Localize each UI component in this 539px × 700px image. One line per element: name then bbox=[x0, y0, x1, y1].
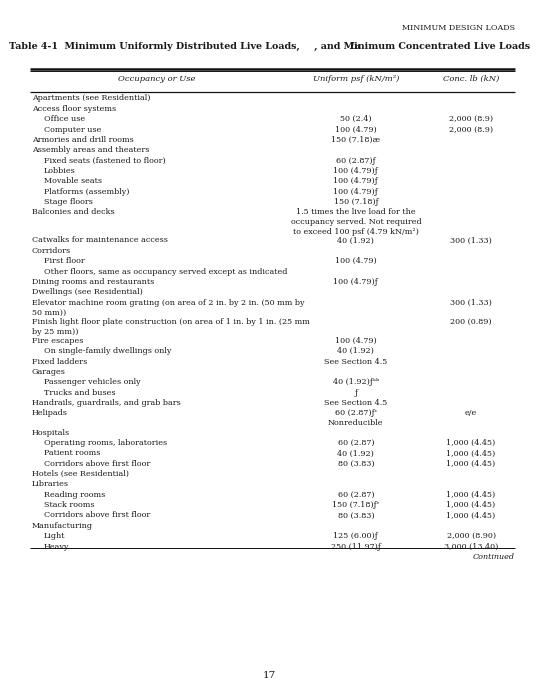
Text: 40 (1.92)ƒᵃᵇ: 40 (1.92)ƒᵃᵇ bbox=[333, 379, 379, 386]
Text: Continued: Continued bbox=[473, 553, 515, 561]
Text: Catwalks for maintenance access: Catwalks for maintenance access bbox=[32, 237, 168, 244]
Text: 2,000 (8.9): 2,000 (8.9) bbox=[449, 125, 493, 134]
Text: Platforms (assembly): Platforms (assembly) bbox=[44, 188, 129, 196]
Text: 3,000 (13.40): 3,000 (13.40) bbox=[444, 542, 498, 551]
Text: 300 (1.33): 300 (1.33) bbox=[450, 237, 492, 244]
Text: 1,000 (4.45): 1,000 (4.45) bbox=[446, 491, 496, 499]
Text: 125 (6.00)ƒ: 125 (6.00)ƒ bbox=[334, 532, 378, 540]
Text: Apartments (see Residential): Apartments (see Residential) bbox=[32, 94, 150, 102]
Text: o: o bbox=[355, 43, 360, 51]
Text: Stack rooms: Stack rooms bbox=[44, 501, 94, 509]
Text: 2,000 (8.9): 2,000 (8.9) bbox=[449, 116, 493, 123]
Text: 100 (4.79): 100 (4.79) bbox=[335, 257, 377, 265]
Text: 150 (7.18)ƒ: 150 (7.18)ƒ bbox=[334, 198, 378, 206]
Text: Operating rooms, laboratories: Operating rooms, laboratories bbox=[44, 439, 167, 447]
Text: 40 (1.92): 40 (1.92) bbox=[337, 449, 374, 457]
Text: 100 (4.79): 100 (4.79) bbox=[335, 125, 377, 134]
Text: Table 4-1  Minimum Uniformly Distributed Live Loads,       , and Minimum Concent: Table 4-1 Minimum Uniformly Distributed … bbox=[9, 42, 530, 51]
Text: Libraries: Libraries bbox=[32, 480, 69, 489]
Text: Lobbies: Lobbies bbox=[44, 167, 75, 175]
Text: Balconies and decks: Balconies and decks bbox=[32, 209, 114, 216]
Text: 1,000 (4.45): 1,000 (4.45) bbox=[446, 501, 496, 509]
Text: Manufacturing: Manufacturing bbox=[32, 522, 93, 530]
Text: Movable seats: Movable seats bbox=[44, 177, 102, 186]
Text: 60 (2.87)ƒᶜ
Nonreducible: 60 (2.87)ƒᶜ Nonreducible bbox=[328, 410, 384, 427]
Text: Patient rooms: Patient rooms bbox=[44, 449, 100, 457]
Text: e/e: e/e bbox=[465, 410, 477, 417]
Text: 80 (3.83): 80 (3.83) bbox=[337, 460, 374, 468]
Text: Trucks and buses: Trucks and buses bbox=[44, 389, 115, 397]
Text: 1,000 (4.45): 1,000 (4.45) bbox=[446, 439, 496, 447]
Text: 60 (2.87): 60 (2.87) bbox=[337, 439, 374, 447]
Text: 40 (1.92): 40 (1.92) bbox=[337, 237, 374, 244]
Text: 1,000 (4.45): 1,000 (4.45) bbox=[446, 512, 496, 519]
Text: 17: 17 bbox=[263, 671, 276, 680]
Text: On single-family dwellings only: On single-family dwellings only bbox=[44, 347, 171, 356]
Text: See Section 4.5: See Section 4.5 bbox=[324, 399, 388, 407]
Text: Fixed ladders: Fixed ladders bbox=[32, 358, 87, 365]
Text: Fixed seats (fastened to floor): Fixed seats (fastened to floor) bbox=[44, 157, 165, 164]
Text: Helipads: Helipads bbox=[32, 410, 68, 417]
Text: Dwellings (see Residential): Dwellings (see Residential) bbox=[32, 288, 143, 296]
Text: 1,000 (4.45): 1,000 (4.45) bbox=[446, 460, 496, 468]
Text: Conc. lb (kN): Conc. lb (kN) bbox=[443, 75, 499, 83]
Text: Corridors above first floor: Corridors above first floor bbox=[44, 460, 150, 468]
Text: Garages: Garages bbox=[32, 368, 66, 376]
Text: Hotels (see Residential): Hotels (see Residential) bbox=[32, 470, 129, 478]
Text: 100 (4.79): 100 (4.79) bbox=[335, 337, 377, 345]
Text: 1,000 (4.45): 1,000 (4.45) bbox=[446, 449, 496, 457]
Text: 80 (3.83): 80 (3.83) bbox=[337, 512, 374, 519]
Text: Light: Light bbox=[44, 532, 65, 540]
Text: 2,000 (8.90): 2,000 (8.90) bbox=[446, 532, 496, 540]
Text: 150 (7.18)æ: 150 (7.18)æ bbox=[331, 136, 381, 144]
Text: Office use: Office use bbox=[44, 116, 85, 123]
Text: 100 (4.79)ƒ: 100 (4.79)ƒ bbox=[334, 278, 378, 286]
Text: 40 (1.92): 40 (1.92) bbox=[337, 347, 374, 356]
Text: Corridors: Corridors bbox=[32, 247, 71, 255]
Text: 50 (2.4): 50 (2.4) bbox=[340, 116, 372, 123]
Text: 250 (11.97)ƒ: 250 (11.97)ƒ bbox=[331, 542, 381, 551]
Text: Uniform psf (kN/m²): Uniform psf (kN/m²) bbox=[313, 75, 399, 83]
Text: Fire escapes: Fire escapes bbox=[32, 337, 83, 345]
Text: Assembly areas and theaters: Assembly areas and theaters bbox=[32, 146, 149, 154]
Text: 100 (4.79)ƒ: 100 (4.79)ƒ bbox=[334, 167, 378, 175]
Text: Corridors above first floor: Corridors above first floor bbox=[44, 512, 150, 519]
Text: L: L bbox=[349, 42, 356, 51]
Text: Other floors, same as occupancy served except as indicated: Other floors, same as occupancy served e… bbox=[44, 267, 287, 276]
Text: Armories and drill rooms: Armories and drill rooms bbox=[32, 136, 134, 144]
Text: Occupancy or Use: Occupancy or Use bbox=[118, 75, 196, 83]
Text: 60 (2.87): 60 (2.87) bbox=[337, 491, 374, 499]
Text: 1.5 times the live load for the
occupancy served. Not required
to exceed 100 psf: 1.5 times the live load for the occupanc… bbox=[291, 209, 421, 236]
Text: 100 (4.79)ƒ: 100 (4.79)ƒ bbox=[334, 177, 378, 186]
Text: Elevator machine room grating (on area of 2 in. by 2 in. (50 mm by
50 mm)): Elevator machine room grating (on area o… bbox=[32, 299, 305, 316]
Text: 60 (2.87)ƒ: 60 (2.87)ƒ bbox=[336, 157, 376, 164]
Text: Stage floors: Stage floors bbox=[44, 198, 93, 206]
Text: MINIMUM DESIGN LOADS: MINIMUM DESIGN LOADS bbox=[402, 25, 515, 32]
Text: Passenger vehicles only: Passenger vehicles only bbox=[44, 379, 140, 386]
Text: 300 (1.33): 300 (1.33) bbox=[450, 299, 492, 307]
Text: 200 (0.89): 200 (0.89) bbox=[450, 318, 492, 326]
Text: Computer use: Computer use bbox=[44, 125, 101, 134]
Text: Finish light floor plate construction (on area of 1 in. by 1 in. (25 mm
by 25 mm: Finish light floor plate construction (o… bbox=[32, 318, 310, 335]
Text: Access floor systems: Access floor systems bbox=[32, 105, 116, 113]
Text: Reading rooms: Reading rooms bbox=[44, 491, 105, 499]
Text: Handrails, guardrails, and grab bars: Handrails, guardrails, and grab bars bbox=[32, 399, 181, 407]
Text: 100 (4.79)ƒ: 100 (4.79)ƒ bbox=[334, 188, 378, 196]
Text: Heavy: Heavy bbox=[44, 542, 69, 551]
Text: First floor: First floor bbox=[44, 257, 85, 265]
Text: ƒ: ƒ bbox=[354, 389, 357, 397]
Text: 150 (7.18)ƒᶜ: 150 (7.18)ƒᶜ bbox=[332, 501, 379, 509]
Text: Dining rooms and restaurants: Dining rooms and restaurants bbox=[32, 278, 154, 286]
Text: See Section 4.5: See Section 4.5 bbox=[324, 358, 388, 365]
Text: Hospitals: Hospitals bbox=[32, 428, 70, 437]
